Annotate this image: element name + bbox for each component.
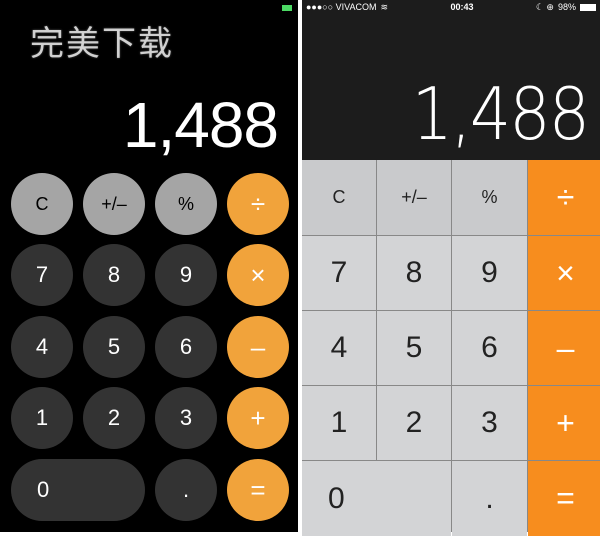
key-–[interactable]: – — [528, 311, 600, 385]
light-calculator: ●●●○○ VIVACOM ≋ 00:43 ☾ ⊕ 98% 1,488 C +/–… — [302, 0, 600, 536]
key-3[interactable]: 3 — [155, 387, 217, 449]
key-%[interactable]: % — [155, 173, 217, 235]
key-=[interactable]: = — [528, 461, 600, 536]
key-5[interactable]: 5 — [83, 316, 145, 378]
key-4[interactable]: 4 — [11, 316, 73, 378]
key-9[interactable]: 9 — [155, 244, 217, 306]
key-1[interactable]: 1 — [302, 386, 376, 460]
carrier: ●●●○○ VIVACOM — [306, 2, 377, 12]
key-C[interactable]: C — [302, 160, 376, 235]
key-+[interactable]: + — [528, 386, 600, 460]
key-×[interactable]: × — [528, 236, 600, 310]
key-2[interactable]: 2 — [83, 387, 145, 449]
key-=[interactable]: = — [227, 459, 289, 521]
battery-icon — [282, 5, 292, 11]
status-icons: ☾ ⊕ — [535, 1, 554, 12]
key-3[interactable]: 3 — [452, 386, 527, 460]
calculator-display: 1,488 — [411, 72, 589, 156]
key-–[interactable]: – — [227, 316, 289, 378]
key-÷[interactable]: ÷ — [528, 160, 600, 235]
key-8[interactable]: 8 — [377, 236, 451, 310]
dark-calculator: 1,488 C +/–% ÷ 7 8 9 × 4 5 6– 1 2 3 +0. = — [0, 0, 298, 532]
battery-percent: 98% — [557, 2, 576, 12]
key-0[interactable]: 0 — [11, 459, 145, 521]
clock: 00:43 — [450, 2, 474, 12]
wifi-icon: ≋ — [380, 1, 389, 12]
key-2[interactable]: 2 — [377, 386, 451, 460]
key-C[interactable]: C — [11, 173, 73, 235]
key-6[interactable]: 6 — [452, 311, 527, 385]
key-4[interactable]: 4 — [302, 311, 376, 385]
key-6[interactable]: 6 — [155, 316, 217, 378]
key-+/–[interactable]: +/– — [83, 173, 145, 235]
watermark: 完美下载 — [30, 25, 174, 63]
key-÷[interactable]: ÷ — [227, 173, 289, 235]
key-5[interactable]: 5 — [377, 311, 451, 385]
keypad: C +/–% ÷ 7 8 9 × 4 5 6– 1 2 3 +0. = — [302, 160, 600, 536]
key-7[interactable]: 7 — [11, 244, 73, 306]
calculator-display: 1,488 — [122, 89, 279, 161]
status-bar: ●●●○○ VIVACOM ≋ 00:43 ☾ ⊕ 98% — [302, 0, 600, 14]
key-7[interactable]: 7 — [302, 236, 376, 310]
key-0[interactable]: 0 — [302, 461, 451, 536]
key-1[interactable]: 1 — [11, 387, 73, 449]
key-×[interactable]: × — [227, 244, 289, 306]
key-.[interactable]: . — [452, 461, 527, 536]
key-8[interactable]: 8 — [83, 244, 145, 306]
key-.[interactable]: . — [155, 459, 217, 521]
key-+/–[interactable]: +/– — [377, 160, 451, 235]
key-%[interactable]: % — [452, 160, 527, 235]
key-9[interactable]: 9 — [452, 236, 527, 310]
battery-icon — [580, 3, 596, 11]
key-+[interactable]: + — [227, 387, 289, 449]
